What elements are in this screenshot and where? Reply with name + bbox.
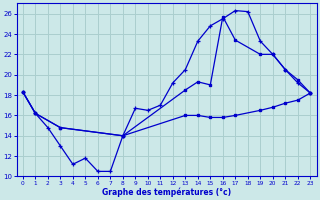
X-axis label: Graphe des températures (°c): Graphe des températures (°c) xyxy=(102,187,231,197)
